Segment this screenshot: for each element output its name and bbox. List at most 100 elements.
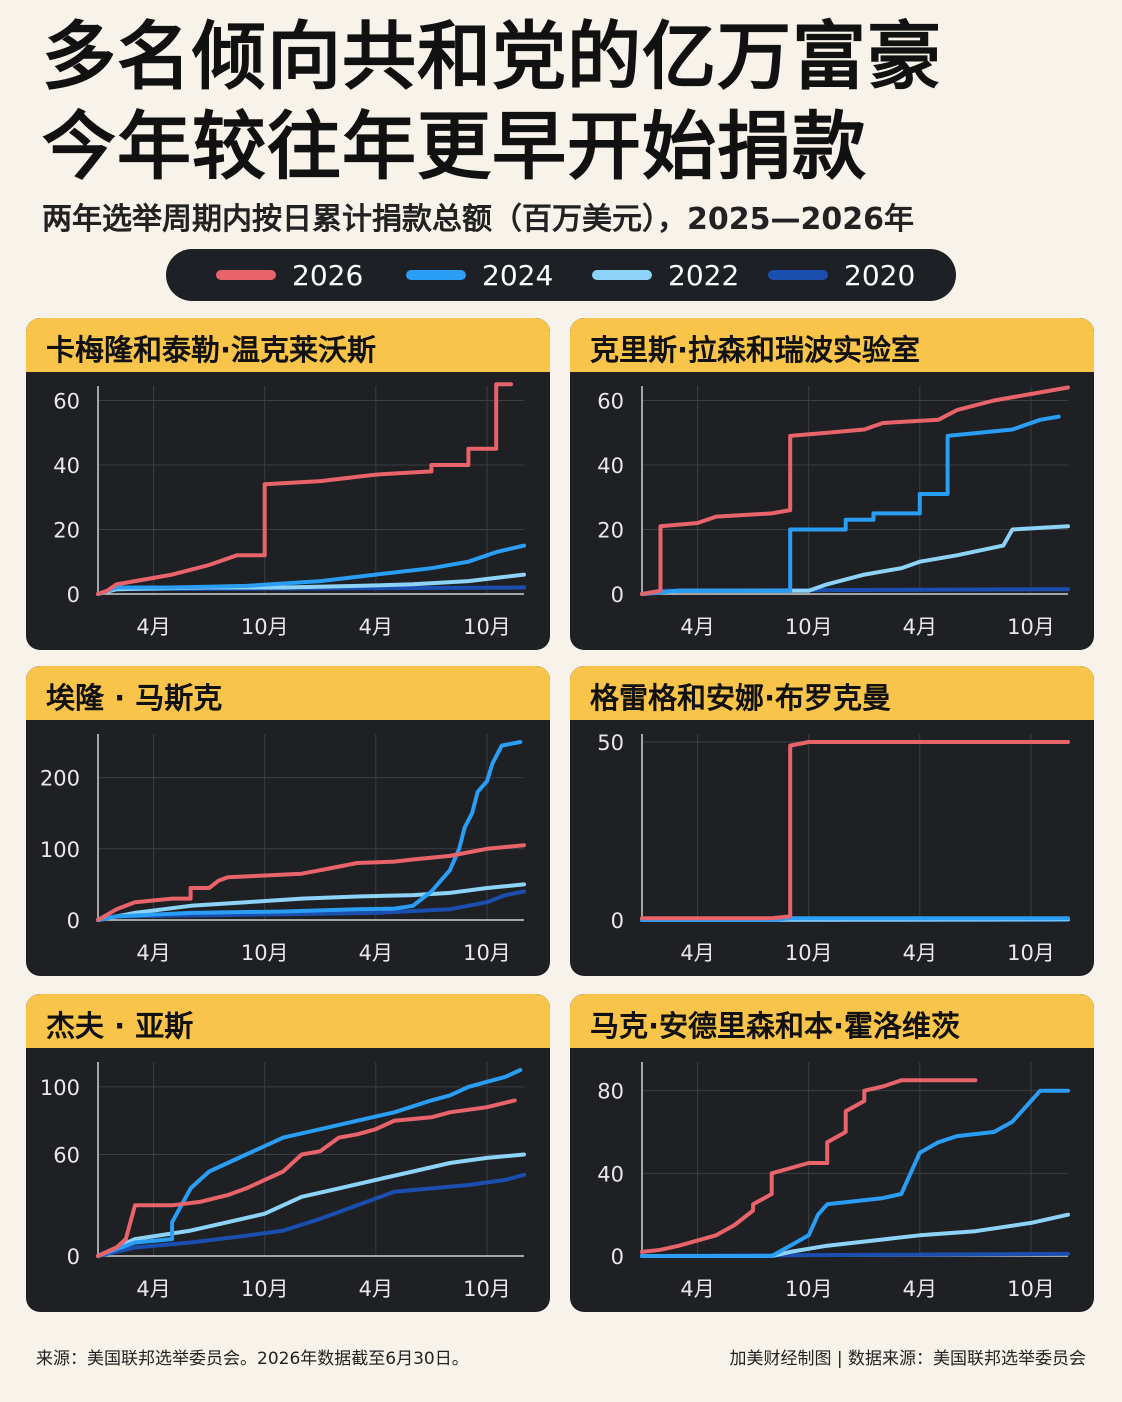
y-tick-label: 40 [597, 454, 624, 478]
panel-title: 马克·安德里森和本·霍洛维茨 [590, 1009, 961, 1043]
legend-swatch-2026 [216, 270, 276, 280]
series-line-2026 [640, 740, 1070, 921]
x-tick-label: 10月 [1007, 1277, 1055, 1301]
panel-title: 杰夫 · 亚斯 [46, 1009, 194, 1043]
panel-brockman: 格雷格和安娜·布罗克曼 0 50 4月 10月 4月 10月 [570, 666, 1094, 976]
title-line-1: 多名倾向共和党的亿万富豪 [42, 14, 942, 100]
panel-larsen: 克里斯·拉森和瑞波实验室 0 20 40 60 4月 10月 4月 10月 [570, 318, 1094, 650]
chart-andreessen-horowitz: 0 40 80 4月 10月 4月 10月 [597, 1062, 1070, 1301]
x-tick-label: 4月 [136, 941, 170, 965]
series-line-2020 [96, 1172, 526, 1258]
y-tick-label: 0 [611, 1245, 624, 1269]
panel-header: 杰夫 · 亚斯 [26, 994, 550, 1048]
chart-brockman: 0 50 4月 10月 4月 10月 [597, 731, 1070, 965]
y-tick-label: 50 [597, 731, 624, 755]
x-tick-label: 4月 [136, 615, 170, 639]
y-tick-label: 0 [611, 909, 624, 933]
panel-andreessen-horowitz: 马克·安德里森和本·霍洛维茨 0 40 80 4月 10月 4月 10月 [570, 994, 1094, 1312]
y-tick-label: 100 [40, 838, 80, 862]
y-tick-label: 60 [53, 1144, 80, 1168]
x-tick-label: 10月 [785, 615, 833, 639]
legend-label-2026: 2026 [292, 258, 364, 292]
legend-item-2026: 2026 [216, 249, 363, 301]
panel-title: 格雷格和安娜·布罗克曼 [590, 681, 892, 715]
chart-winklevoss: 0 20 40 60 4月 10月 4月 10月 [53, 382, 526, 639]
x-tick-label: 10月 [241, 1277, 289, 1301]
panel-header: 埃隆 · 马斯克 [26, 666, 550, 720]
x-tick-label: 10月 [463, 941, 511, 965]
series-line-2024 [96, 543, 526, 596]
chart-musk: 0 100 200 4月 10月 4月 10月 [40, 734, 526, 965]
y-tick-label: 0 [67, 1245, 80, 1269]
x-tick-label: 4月 [680, 1277, 714, 1301]
series-line-2026 [96, 843, 526, 922]
y-tick-label: 200 [40, 767, 80, 791]
legend-item-2020: 2020 [768, 249, 915, 301]
panel-title: 埃隆 · 马斯克 [46, 681, 223, 715]
series-line-2024 [640, 414, 1061, 596]
legend-item-2024: 2024 [406, 249, 553, 301]
x-tick-label: 4月 [136, 1277, 170, 1301]
x-tick-label: 4月 [680, 615, 714, 639]
legend-swatch-2024 [406, 270, 466, 280]
source-note: 来源：美国联邦选举委员会。2026年数据截至6月30日。 [36, 1349, 469, 1369]
y-tick-label: 40 [597, 1162, 624, 1186]
panel-winklevoss: 卡梅隆和泰勒·温克莱沃斯 0 20 40 60 4月 10月 4月 10月 [26, 318, 550, 650]
panel-header: 马克·安德里森和本·霍洛维茨 [570, 994, 1094, 1048]
x-tick-label: 10月 [785, 1277, 833, 1301]
chart-title: 多名倾向共和党的亿万富豪 今年较往年更早开始捐款 [42, 12, 1102, 192]
x-tick-label: 4月 [359, 1277, 393, 1301]
legend: 2026 2024 2022 2020 [166, 249, 956, 301]
y-tick-label: 20 [597, 518, 624, 542]
panel-header: 卡梅隆和泰勒·温克莱沃斯 [26, 318, 550, 372]
x-tick-label: 10月 [1007, 941, 1055, 965]
series-line-2026 [96, 382, 513, 596]
title-line-2: 今年较往年更早开始捐款 [42, 104, 867, 190]
x-tick-label: 4月 [903, 1277, 937, 1301]
x-tick-label: 10月 [785, 941, 833, 965]
y-tick-label: 0 [67, 583, 80, 607]
credit-note: 加美财经制图 | 数据来源：美国联邦选举委员会 [729, 1349, 1086, 1369]
x-tick-label: 10月 [463, 615, 511, 639]
panel-header: 克里斯·拉森和瑞波实验室 [570, 318, 1094, 372]
y-tick-label: 80 [597, 1080, 624, 1104]
series-line-2022 [96, 882, 526, 922]
panel-title: 卡梅隆和泰勒·温克莱沃斯 [46, 333, 377, 367]
series-line-2026 [640, 385, 1070, 596]
x-tick-label: 4月 [903, 615, 937, 639]
y-tick-label: 0 [611, 583, 624, 607]
panel-title: 克里斯·拉森和瑞波实验室 [590, 333, 921, 367]
y-tick-label: 20 [53, 518, 80, 542]
y-tick-label: 60 [53, 389, 80, 413]
x-tick-label: 4月 [359, 941, 393, 965]
series-line-2022 [640, 1212, 1070, 1258]
series-line-2024 [96, 1068, 523, 1258]
legend-label-2020: 2020 [844, 258, 916, 292]
legend-label-2024: 2024 [482, 258, 554, 292]
series-line-2024 [640, 1088, 1070, 1258]
y-tick-label: 100 [40, 1076, 80, 1100]
x-tick-label: 10月 [241, 941, 289, 965]
panel-musk: 埃隆 · 马斯克 0 100 200 4月 10月 4月 10月 [26, 666, 550, 976]
legend-swatch-2022 [592, 270, 652, 280]
x-tick-label: 10月 [1007, 615, 1055, 639]
chart-yass: 0 60 100 4月 10月 4月 10月 [40, 1062, 526, 1301]
x-tick-label: 10月 [463, 1277, 511, 1301]
y-tick-label: 40 [53, 454, 80, 478]
x-tick-label: 4月 [359, 615, 393, 639]
x-tick-label: 10月 [241, 615, 289, 639]
chart-larsen: 0 20 40 60 4月 10月 4月 10月 [597, 385, 1070, 639]
x-tick-label: 4月 [680, 941, 714, 965]
y-tick-label: 60 [597, 389, 624, 413]
legend-item-2022: 2022 [592, 249, 739, 301]
chart-subtitle: 两年选举周期内按日累计捐款总额（百万美元），2025—2026年 [42, 202, 914, 237]
panel-header: 格雷格和安娜·布罗克曼 [570, 666, 1094, 720]
series-line-2026 [96, 1098, 517, 1258]
panel-yass: 杰夫 · 亚斯 0 60 100 4月 10月 4月 10月 [26, 994, 550, 1312]
series-line-2022 [640, 524, 1070, 596]
series-line-2026 [640, 1078, 978, 1254]
series-line-2022 [96, 1152, 526, 1258]
series-line-2024 [96, 740, 523, 922]
y-tick-label: 0 [67, 909, 80, 933]
legend-label-2022: 2022 [668, 258, 740, 292]
